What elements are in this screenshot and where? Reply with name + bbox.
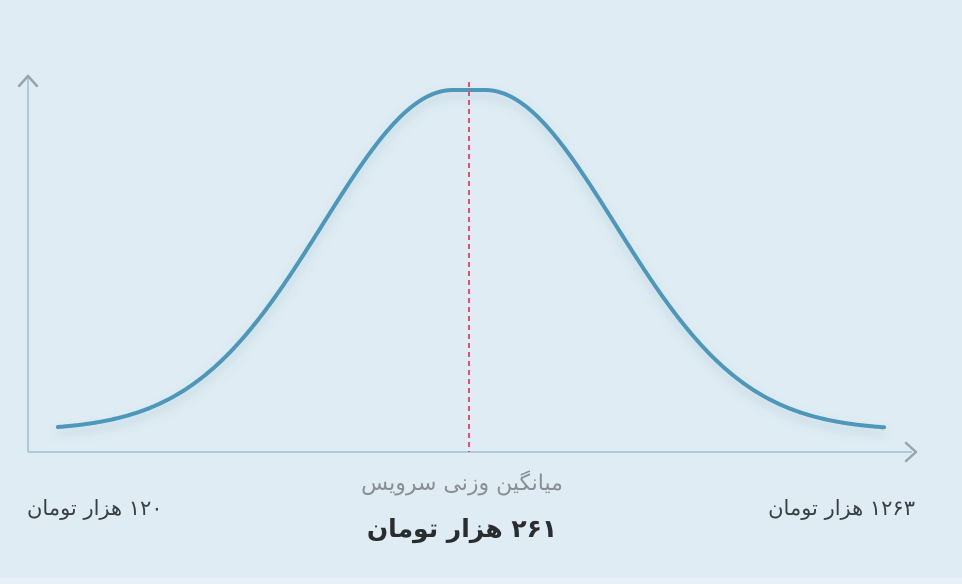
y-axis-arrow-icon bbox=[17, 74, 39, 88]
x-axis-arrow-icon bbox=[904, 441, 918, 463]
mean-caption: میانگین وزنی سرویس bbox=[361, 471, 563, 496]
mean-value-label: ۲۶۱ هزار تومان bbox=[366, 514, 558, 543]
bottom-divider bbox=[0, 578, 962, 584]
x-max-label: ۱۲۶۳ هزار تومان bbox=[768, 496, 915, 520]
distribution-curve bbox=[56, 88, 886, 430]
x-min-label: ۱۲۰ هزار تومان bbox=[27, 496, 163, 520]
